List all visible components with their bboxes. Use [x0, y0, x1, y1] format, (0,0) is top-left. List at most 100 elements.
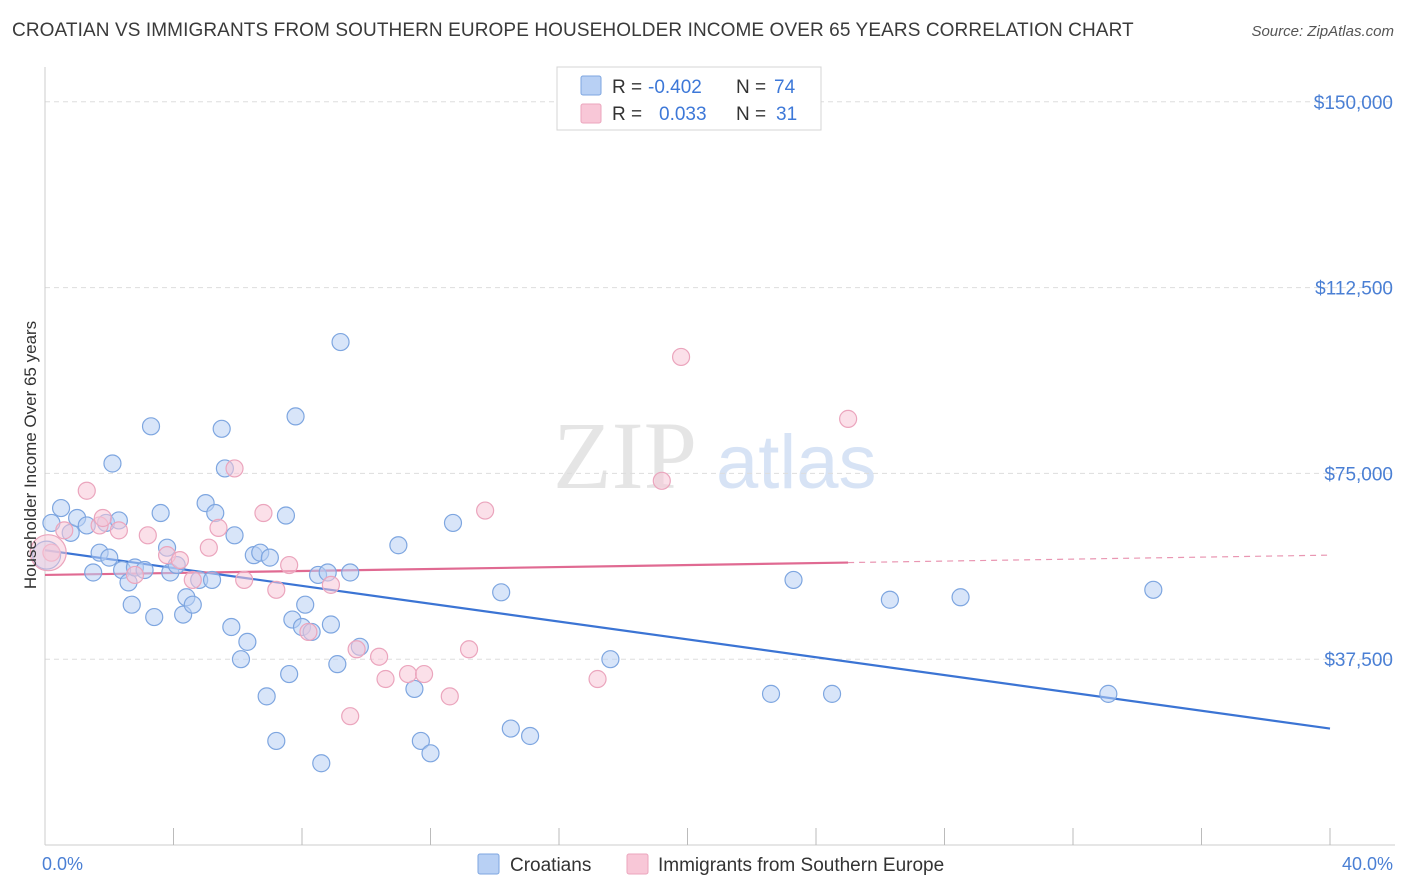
croatians-point — [51, 498, 71, 518]
immigrants-point — [370, 647, 389, 666]
y-tick-label-3: $150,000 — [1314, 93, 1393, 114]
y-tick-label-0: $37,500 — [1324, 650, 1393, 671]
legend-r-value-2: 0.033 — [659, 104, 707, 125]
chart-title: CROATIAN VS IMMIGRANTS FROM SOUTHERN EUR… — [12, 20, 1134, 41]
croatians-point — [84, 563, 103, 582]
y-tick-label-2: $112,500 — [1315, 279, 1393, 300]
immigrants-point — [109, 521, 128, 540]
legend-r-value-1: -0.402 — [648, 77, 702, 98]
immigrants-point — [183, 570, 202, 590]
croatians-point — [331, 332, 350, 352]
croatians-point — [260, 548, 279, 567]
legend-r-label-1: R = — [612, 77, 642, 98]
croatians-point — [183, 595, 202, 614]
y-axis-label: Householder Income Over 65 years — [21, 321, 40, 589]
croatians-point — [784, 570, 803, 590]
trend-line-immigrants-extension — [848, 554, 1331, 564]
croatians-point — [141, 417, 161, 436]
series-immigrants — [29, 347, 858, 726]
croatians-point — [206, 503, 225, 523]
x-tick-label-start: 0.0% — [42, 854, 83, 874]
source-credit: Source: ZipAtlas.com — [1251, 23, 1394, 40]
immigrants-point — [29, 534, 67, 572]
croatians-point — [276, 506, 296, 525]
croatians-point — [951, 588, 970, 607]
croatians-point — [238, 632, 257, 651]
watermark: ZIP atlas — [553, 402, 877, 509]
series-legend: Croatians Immigrants from Southern Europ… — [477, 853, 944, 876]
croatians-point — [389, 536, 408, 555]
croatians-point — [328, 655, 347, 674]
axes — [44, 67, 1395, 846]
croatians-point — [212, 419, 231, 438]
immigrants-point — [225, 459, 244, 478]
croatians-point — [257, 687, 276, 706]
croatians-point — [100, 548, 119, 567]
croatians-point — [1099, 684, 1118, 703]
immigrants-point — [839, 409, 858, 428]
gridlines — [45, 101, 1395, 660]
croatians-point — [822, 684, 842, 703]
legend-n-label-1: N = — [736, 77, 766, 98]
immigrants-point — [398, 664, 418, 684]
croatians-point — [880, 590, 899, 609]
immigrants-point — [652, 471, 671, 490]
croatians-point — [443, 513, 463, 533]
correlation-legend: R = -0.402 N = 74 R = 0.033 N = 31 — [556, 66, 822, 131]
bottom-legend-swatch-croatians — [477, 853, 500, 875]
series-croatians — [32, 332, 1163, 773]
immigrants-point — [588, 669, 607, 689]
immigrants-point — [280, 555, 299, 575]
croatians-point — [145, 607, 164, 627]
croatians-point — [501, 719, 520, 738]
immigrants-point — [170, 550, 190, 570]
legend-swatch-pink — [580, 103, 602, 124]
immigrants-point — [199, 538, 218, 557]
legend-n-label-2: N = — [736, 104, 766, 125]
croatians-point — [225, 526, 244, 545]
croatians-point — [267, 731, 286, 751]
croatians-point — [286, 407, 305, 426]
croatians-point — [421, 744, 440, 763]
legend-n-value-1: 74 — [774, 77, 796, 98]
immigrants-point — [459, 640, 479, 659]
immigrants-point — [267, 580, 286, 599]
immigrants-point — [235, 570, 254, 590]
croatians-point — [231, 650, 251, 669]
immigrants-point — [347, 640, 366, 659]
immigrants-point — [671, 347, 691, 367]
croatians-point — [601, 650, 620, 669]
immigrants-point — [299, 622, 318, 642]
croatians-point — [321, 615, 341, 634]
immigrants-point — [341, 707, 360, 726]
croatians-point — [151, 503, 170, 523]
x-tick-label-end: 40.0% — [1342, 854, 1393, 874]
croatians-point — [280, 664, 299, 684]
croatians-point — [341, 563, 360, 582]
immigrants-point — [138, 526, 157, 545]
y-tick-label-1: $75,000 — [1324, 464, 1393, 485]
croatians-point — [492, 583, 511, 602]
immigrants-point — [55, 521, 74, 540]
watermark-zip: ZIP — [553, 402, 697, 509]
croatians-point — [520, 726, 540, 746]
immigrants-point — [93, 508, 112, 528]
croatians-point — [312, 754, 331, 773]
bottom-legend-swatch-immigrants — [626, 853, 649, 875]
tick-labels: $37,500 $75,000 $112,500 $150,000 0.0% 40.0% — [42, 93, 1393, 874]
legend-n-value-2: 31 — [776, 104, 797, 125]
bottom-legend-immigrants: Immigrants from Southern Europe — [658, 855, 944, 876]
immigrants-point — [125, 565, 145, 585]
immigrants-point — [77, 481, 96, 500]
croatians-point — [103, 454, 122, 473]
watermark-atlas: atlas — [716, 420, 877, 505]
croatians-point — [296, 595, 315, 614]
croatians-point — [761, 684, 781, 703]
immigrants-point — [254, 503, 273, 523]
croatians-point — [122, 595, 141, 614]
legend-swatch-blue — [580, 75, 602, 96]
croatians-point — [222, 617, 241, 637]
immigrants-point — [321, 575, 341, 594]
croatians-point — [411, 731, 430, 751]
